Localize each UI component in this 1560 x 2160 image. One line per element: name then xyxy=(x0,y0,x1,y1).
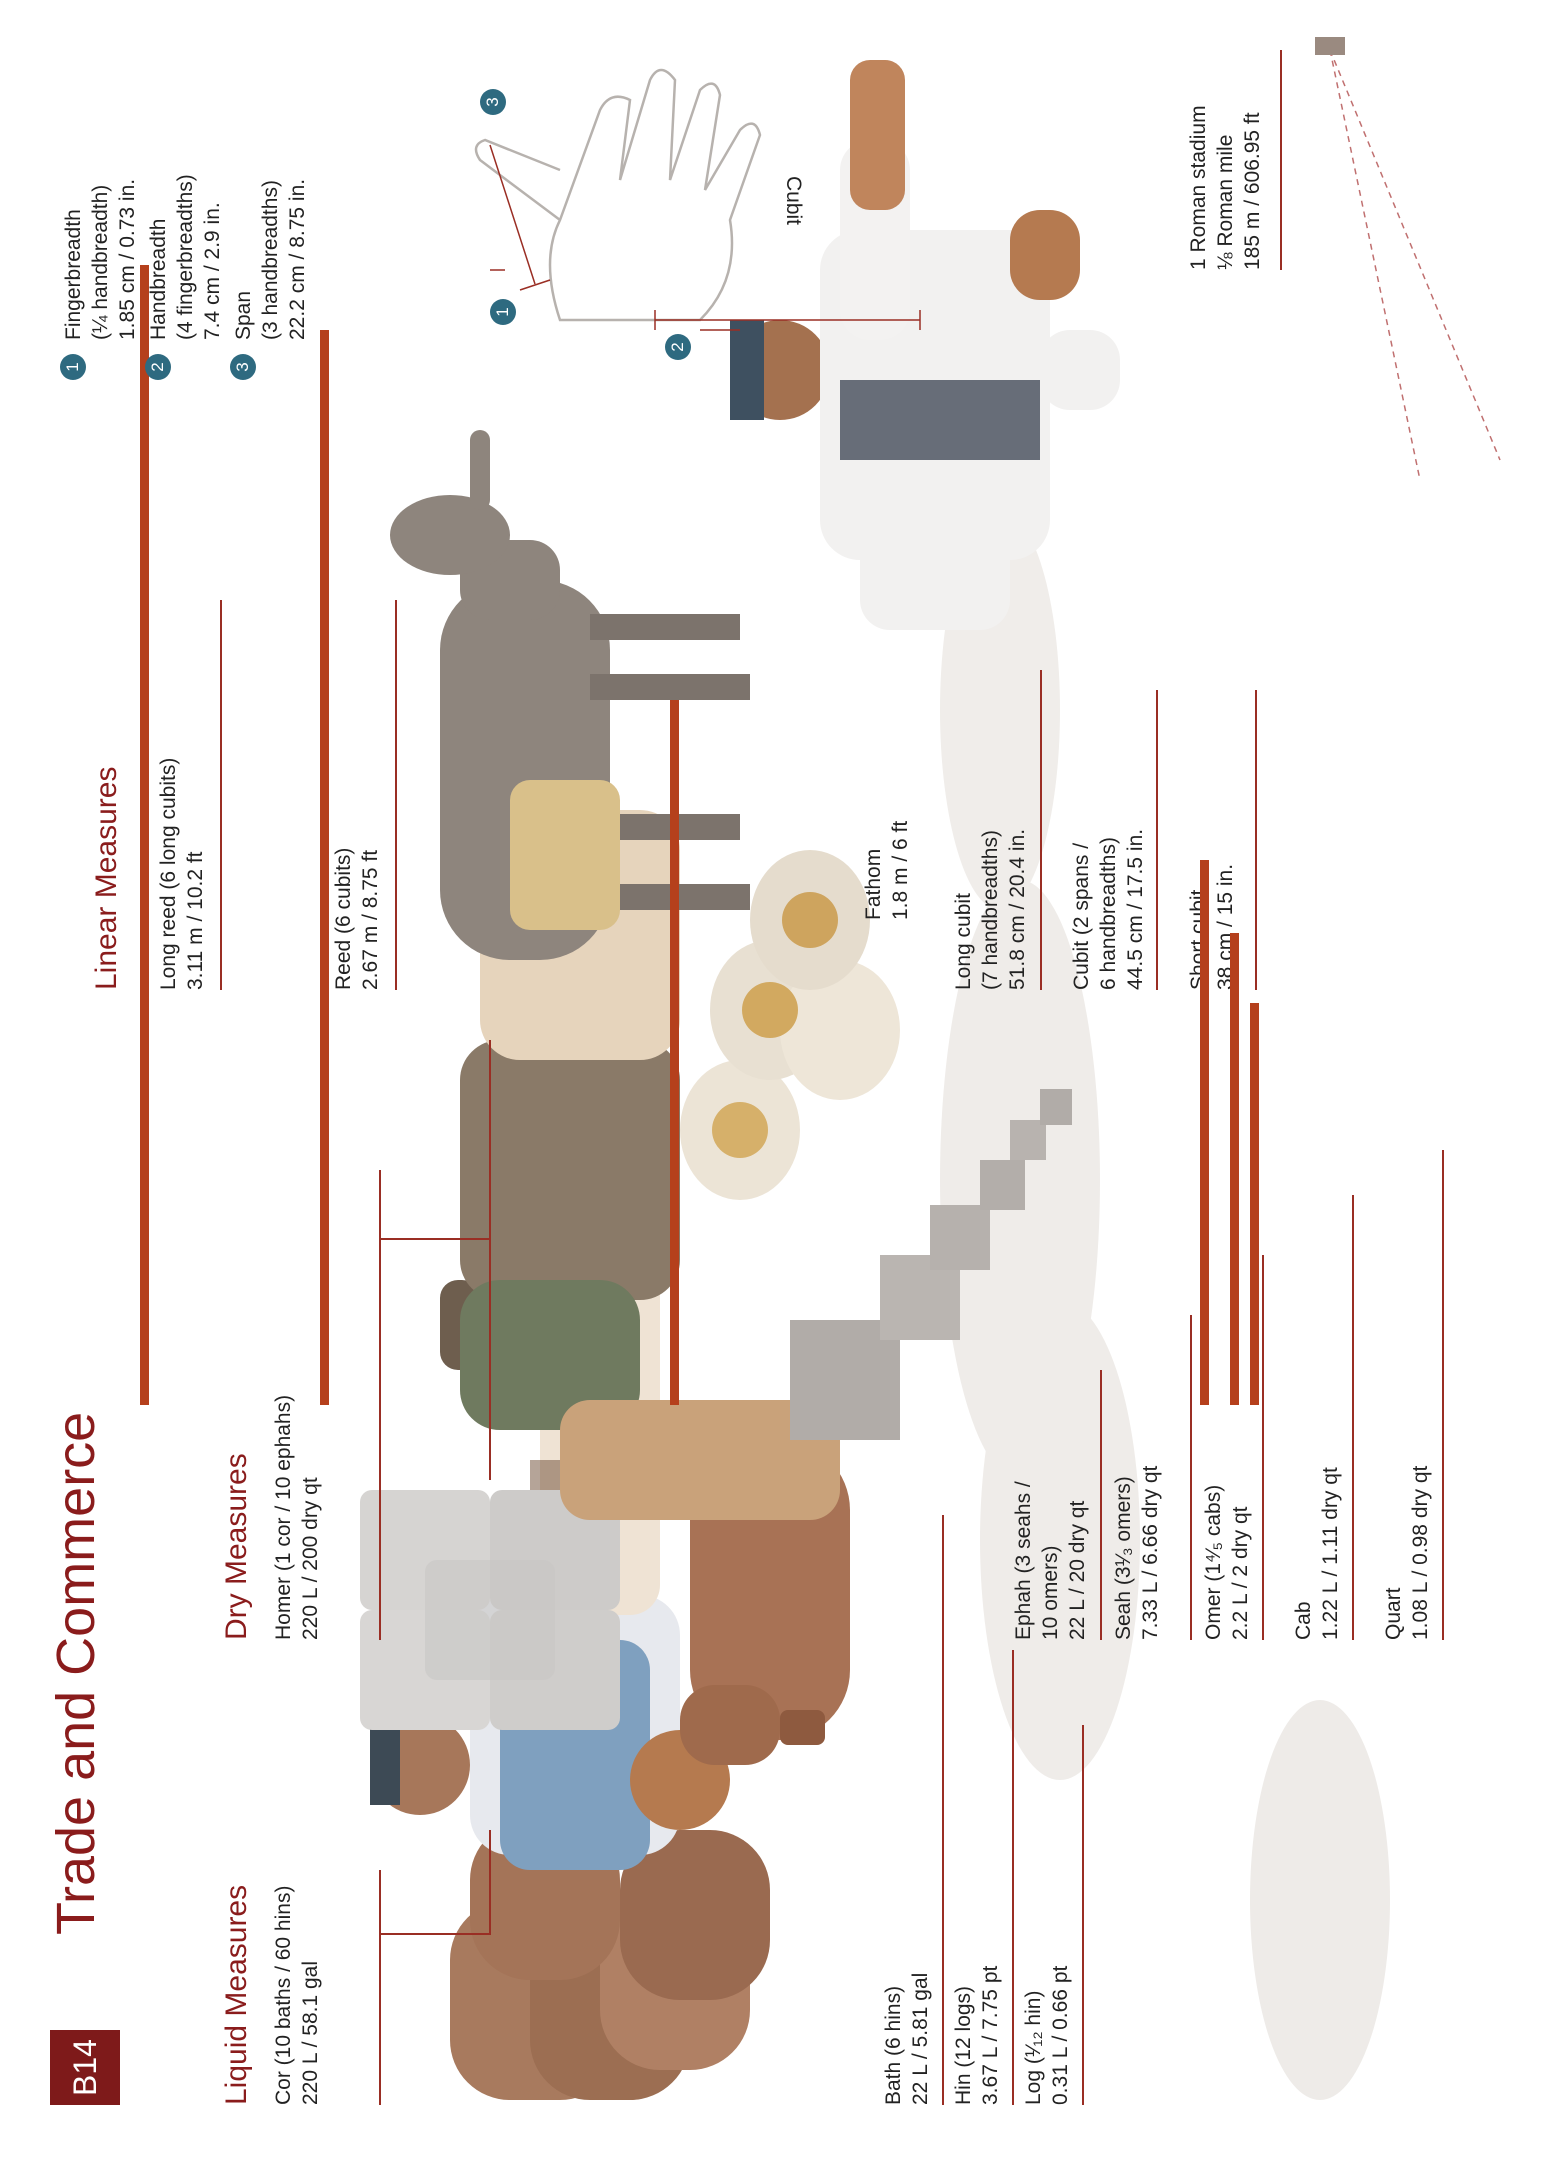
palm-item-name: Handbreadth xyxy=(147,218,170,340)
log-name: Log (¹⁄₁₂ hin) xyxy=(1022,1990,1045,2105)
long-cubit-leader xyxy=(1040,670,1042,990)
stadium-leader xyxy=(1280,50,1282,270)
long-reed-name: Long reed (6 long cubits) xyxy=(157,757,180,990)
palm-measures-list: 1 Fingerbreadth (¼ handbreadth) 1.85 cm … xyxy=(60,174,311,380)
cubit-name: Cubit (2 spans / xyxy=(1070,842,1093,990)
palm-item-value: 7.4 cm / 2.9 in. xyxy=(201,202,224,340)
reed-value: 2.67 m / 8.75 ft xyxy=(359,849,382,990)
hand-marker-1: 1 xyxy=(490,299,516,325)
long-cubit-detail: (7 handbreadths) xyxy=(979,830,1002,990)
stadium-value: 185 m / 606.95 ft xyxy=(1241,112,1264,270)
seah-leader xyxy=(1190,1315,1192,1640)
cubit-dimension-label: Cubit xyxy=(782,175,805,225)
cor-name: Cor (10 baths / 60 hins) xyxy=(272,1885,295,2105)
homer-value: 220 L / 200 dry qt xyxy=(299,1477,322,1640)
cab-leader xyxy=(1352,1195,1354,1640)
palm-item-handbreadth: 2 Handbreadth (4 fingerbreadths) 7.4 cm … xyxy=(145,174,226,380)
fathom-bar xyxy=(670,700,679,1405)
dry-heading: Dry Measures xyxy=(220,1453,253,1640)
palm-item-detail: (3 handbreadths) xyxy=(259,180,282,340)
cab-value: 1.22 L / 1.11 dry qt xyxy=(1319,1467,1342,1640)
ephah-value: 22 L / 20 dry qt xyxy=(1066,1500,1089,1640)
quart-value: 1.08 L / 0.98 dry qt xyxy=(1409,1465,1432,1640)
omer-leader xyxy=(1262,1255,1264,1640)
cab-name: Cab xyxy=(1292,1601,1315,1640)
hand-marker-3: 3 xyxy=(480,89,506,115)
number-badge: 2 xyxy=(145,354,171,380)
cor-value: 220 L / 58.1 gal xyxy=(299,1960,322,2105)
ephah-name-cont: 10 omers) xyxy=(1039,1545,1062,1640)
ephah-leader xyxy=(1100,1370,1102,1640)
section-tag: B14 xyxy=(50,2030,120,2105)
hand-illustration xyxy=(474,68,762,322)
stadium-detail: ⅛ Roman mile xyxy=(1214,134,1237,270)
quart-name: Quart xyxy=(1382,1587,1405,1640)
palm-item-span: 3 Span (3 handbreadths) 22.2 cm / 8.75 i… xyxy=(230,174,311,380)
homer-name: Homer (1 cor / 10 ephahs) xyxy=(272,1394,295,1640)
grain-bags-illustration xyxy=(680,850,900,1200)
palm-item-detail: (¼ handbreadth) xyxy=(89,184,112,340)
palm-item-detail: (4 fingerbreadths) xyxy=(174,174,197,340)
long-cubit-name: Long cubit xyxy=(952,893,975,990)
long-cubit-value: 51.8 cm / 20.4 in. xyxy=(1006,828,1029,990)
grain-sacks-illustration xyxy=(360,1490,620,1730)
palm-item-name: Span xyxy=(232,290,255,340)
log-leader xyxy=(1082,1725,1084,2105)
long-reed-bar xyxy=(140,265,149,1405)
cor-bracket-arm xyxy=(489,1830,491,1935)
cor-leader xyxy=(379,1933,489,1935)
palm-item-fingerbreadth: 1 Fingerbreadth (¼ handbreadth) 1.85 cm … xyxy=(60,174,141,380)
homer-bracket-arm xyxy=(489,1040,491,1480)
homer-leader xyxy=(379,1238,489,1240)
donkey-illustration xyxy=(390,430,750,960)
homer-bracket xyxy=(379,1170,381,1640)
omer-name: Omer (1⁴⁄₅ cabs) xyxy=(1202,1484,1225,1640)
reed-bar xyxy=(320,330,329,1405)
fathom-value: 1.8 m / 6 ft xyxy=(889,820,912,920)
hin-value: 3.67 L / 7.75 pt xyxy=(979,1965,1002,2105)
measure-boxes-illustration xyxy=(790,1089,1072,1440)
stadium-name: 1 Roman stadium xyxy=(1187,105,1210,270)
page-title: Trade and Commerce xyxy=(46,1411,106,1935)
quart-leader xyxy=(1442,1150,1444,1640)
fathom-name: Fathom xyxy=(862,848,885,920)
cubit-bar xyxy=(1230,933,1239,1405)
seah-name: Seah (3¹⁄₃ omers) xyxy=(1112,1476,1135,1640)
cubit-leader xyxy=(1156,690,1158,990)
hin-leader xyxy=(1012,1650,1014,2105)
palm-item-value: 1.85 cm / 0.73 in. xyxy=(116,178,139,340)
cubit-value: 44.5 cm / 17.5 in. xyxy=(1124,828,1147,990)
bath-leader xyxy=(942,1515,944,2105)
ephah-name: Ephah (3 seahs / xyxy=(1012,1481,1035,1640)
reed-name: Reed (6 cubits) xyxy=(332,847,355,990)
linear-heading: Linear Measures xyxy=(90,766,123,990)
long-cubit-bar xyxy=(1200,860,1209,1405)
short-cubit-leader xyxy=(1255,690,1257,990)
cubit-detail: 6 handbreadths) xyxy=(1097,837,1120,990)
bath-name: Bath (6 hins) xyxy=(882,1985,905,2105)
bath-value: 22 L / 5.81 gal xyxy=(909,1972,932,2105)
reed-leader xyxy=(395,600,397,990)
seah-value: 7.33 L / 6.66 dry qt xyxy=(1139,1465,1162,1640)
palm-item-value: 22.2 cm / 8.75 in. xyxy=(286,178,309,340)
hin-name: Hin (12 logs) xyxy=(952,1985,975,2105)
palm-item-name: Fingerbreadth xyxy=(62,209,85,340)
log-value: 0.31 L / 0.66 pt xyxy=(1049,1965,1072,2105)
long-reed-value: 3.11 m / 10.2 ft xyxy=(184,851,207,990)
short-cubit-bar xyxy=(1250,1003,1259,1405)
omer-value: 2.2 L / 2 dry qt xyxy=(1229,1506,1252,1640)
number-badge: 3 xyxy=(230,354,256,380)
cor-bracket xyxy=(379,1870,381,2105)
long-reed-leader xyxy=(220,600,222,990)
hand-marker-2: 2 xyxy=(665,334,691,360)
man-measuring-illustration xyxy=(730,60,1120,630)
number-badge: 1 xyxy=(60,354,86,380)
liquid-heading: Liquid Measures xyxy=(220,1884,253,2105)
